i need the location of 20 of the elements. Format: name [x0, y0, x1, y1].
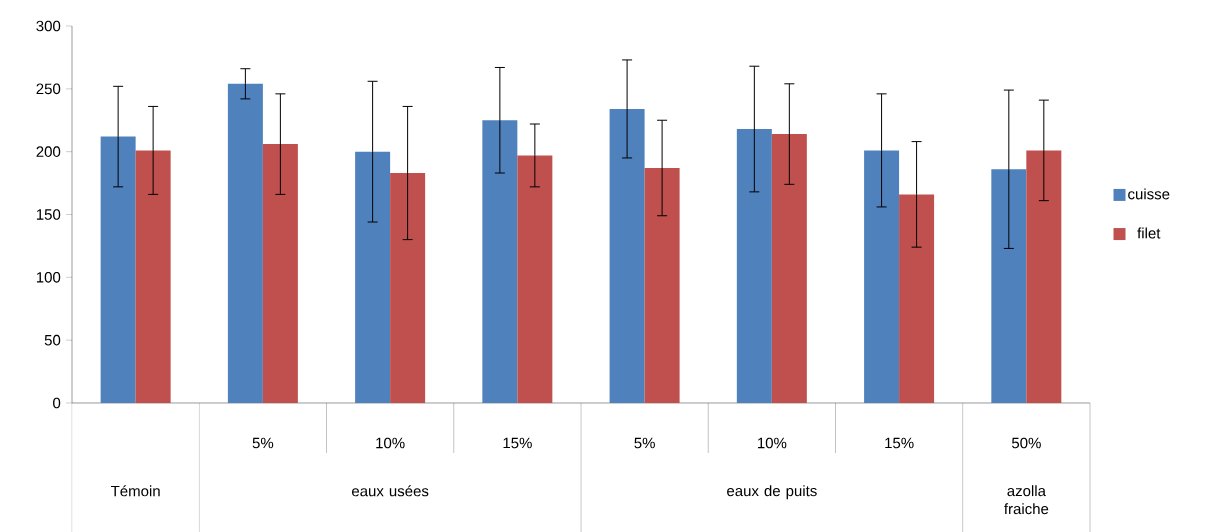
x-tick-label: 10%	[758, 437, 787, 449]
x-tick-label: 15%	[503, 437, 532, 449]
y-tick-label: 0	[53, 397, 61, 409]
y-tick-label: 300	[36, 20, 61, 32]
y-tick-label: 50	[44, 334, 61, 346]
text: azolla fraiche	[1004, 485, 1049, 515]
x-tick-label: 5%	[252, 437, 274, 449]
legend-label: filet	[1137, 227, 1161, 239]
x-tick-label: 5%	[634, 437, 655, 449]
legend-label: cuisse	[1128, 188, 1170, 200]
text: eaux usées	[352, 485, 429, 497]
x-tick-label: 15%	[885, 437, 914, 449]
x-tick-label: 10%	[376, 437, 405, 449]
text: Témoin	[110, 485, 160, 497]
y-tick-label: 150	[36, 209, 61, 220]
x-tick-label: 50%	[1011, 437, 1041, 449]
text: eaux de puits	[727, 485, 817, 500]
y-tick-label: 200	[36, 146, 61, 157]
y-tick-label: 100	[36, 272, 61, 283]
y-tick-label: 250	[36, 83, 61, 95]
